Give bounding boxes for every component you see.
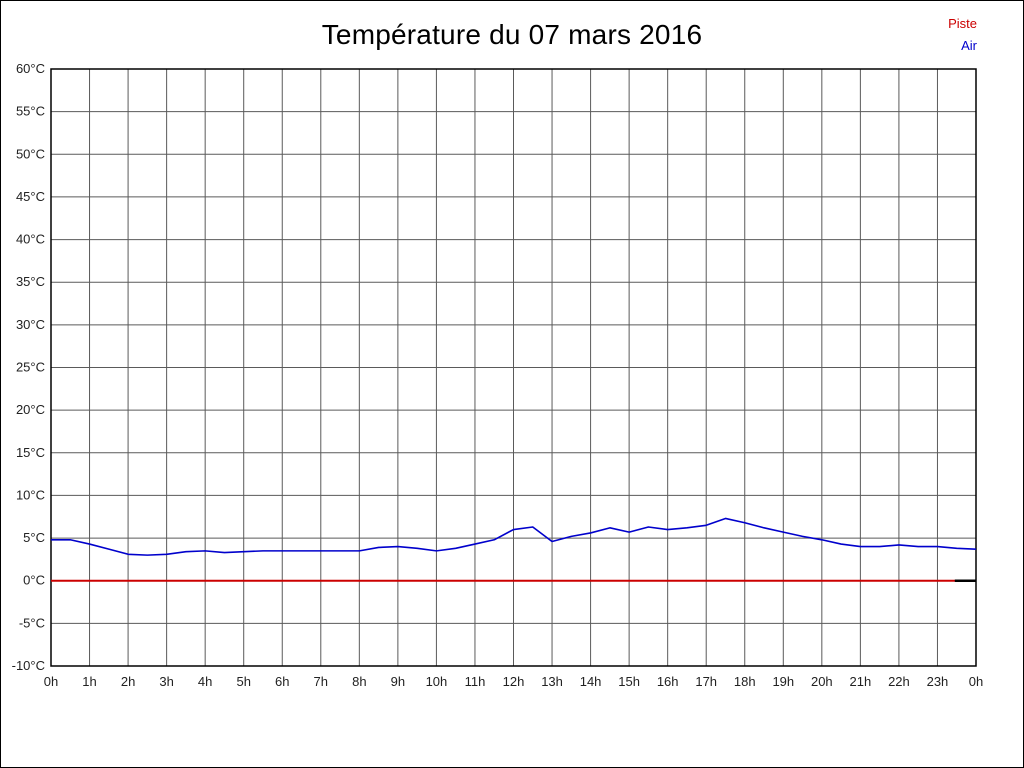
x-tick-label: 0h — [44, 674, 58, 689]
legend-item-piste: Piste — [948, 16, 977, 31]
y-tick-label: 15°C — [16, 445, 45, 460]
x-tick-label: 15h — [618, 674, 640, 689]
x-tick-label: 17h — [695, 674, 717, 689]
y-tick-label: 40°C — [16, 232, 45, 247]
y-tick-label: 20°C — [16, 402, 45, 417]
y-tick-label: 55°C — [16, 104, 45, 119]
x-tick-label: 10h — [426, 674, 448, 689]
series-air — [51, 517, 977, 556]
x-tick-label: 2h — [121, 674, 135, 689]
x-tick-label: 18h — [734, 674, 756, 689]
y-tick-label: 50°C — [16, 146, 45, 161]
x-tick-label: 4h — [198, 674, 212, 689]
y-tick-label: 45°C — [16, 189, 45, 204]
x-tick-label: 20h — [811, 674, 833, 689]
x-tick-label: 16h — [657, 674, 679, 689]
plot-border — [50, 68, 977, 667]
y-tick-label: -5°C — [19, 615, 45, 630]
x-tick-label: 11h — [465, 674, 486, 689]
y-tick-label: -10°C — [12, 658, 45, 673]
x-tick-label: 7h — [314, 674, 328, 689]
y-tick-label: 30°C — [16, 317, 45, 332]
y-tick-label: 60°C — [16, 61, 45, 76]
x-tick-label: 1h — [82, 674, 96, 689]
x-tick-label: 0h — [969, 674, 983, 689]
y-tick-label: 10°C — [16, 487, 45, 502]
x-tick-label: 13h — [541, 674, 563, 689]
x-tick-label: 23h — [927, 674, 949, 689]
x-tick-label: 12h — [503, 674, 525, 689]
legend-item-air: Air — [961, 38, 977, 53]
x-tick-label: 14h — [580, 674, 602, 689]
x-tick-label: 3h — [159, 674, 173, 689]
y-tick-label: 35°C — [16, 274, 45, 289]
x-tick-label: 6h — [275, 674, 289, 689]
chart-title: Température du 07 mars 2016 — [321, 19, 703, 50]
y-tick-label: 25°C — [16, 360, 45, 375]
y-tick-label: 5°C — [23, 530, 45, 545]
x-tick-label: 22h — [888, 674, 910, 689]
x-tick-label: 8h — [352, 674, 366, 689]
x-tick-label: 5h — [236, 674, 250, 689]
y-tick-label: 0°C — [23, 573, 45, 588]
x-tick-label: 9h — [391, 674, 405, 689]
x-tick-label: 21h — [850, 674, 872, 689]
x-tick-label: 19h — [772, 674, 794, 689]
chart-legend: Piste Air — [948, 13, 977, 57]
